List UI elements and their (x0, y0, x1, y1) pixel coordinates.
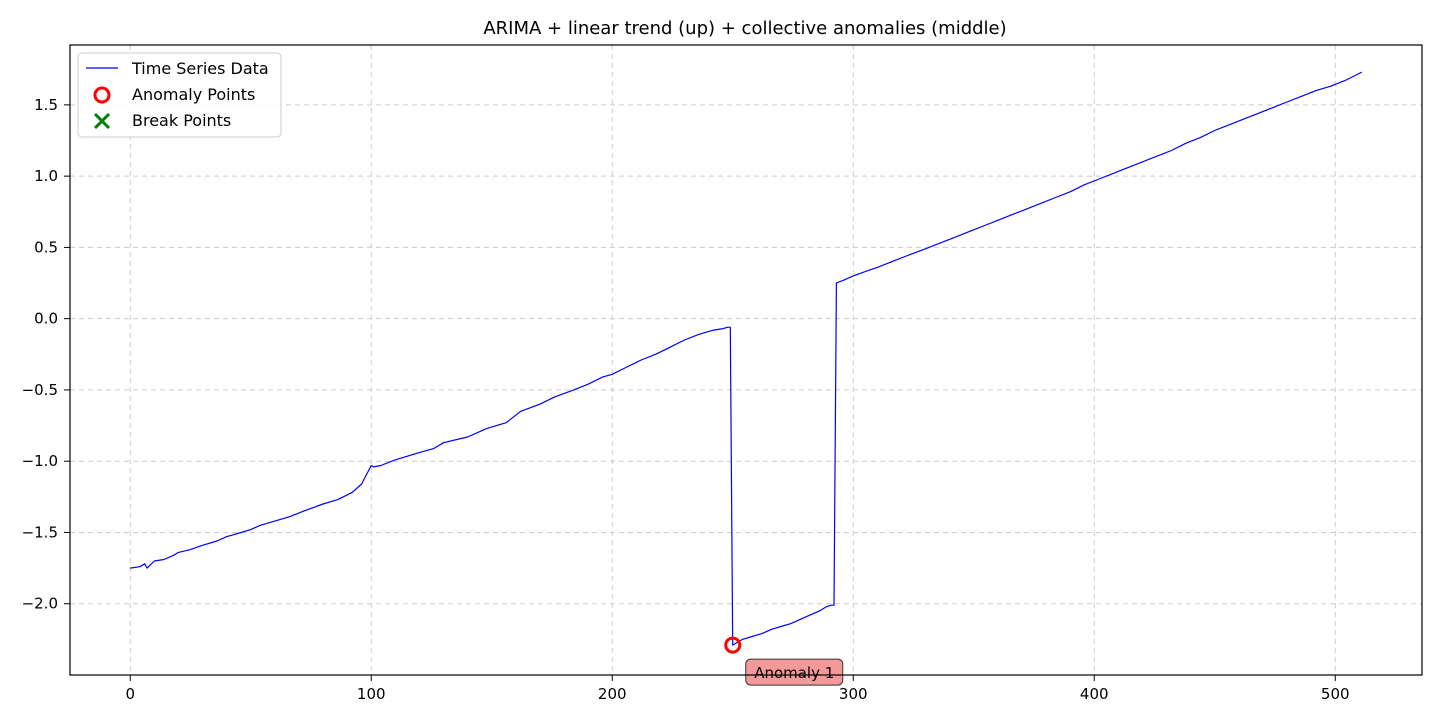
x-axis: 0 100 200 300 400 500 (125, 675, 1350, 703)
legend-label-anomaly-points: Anomaly Points (132, 85, 255, 104)
plot-frame (69, 44, 1423, 676)
legend-label-break-points: Break Points (132, 111, 231, 130)
grid-layer (70, 45, 1422, 675)
x-tick-label: 100 (357, 685, 386, 703)
y-tick-label: 0.5 (34, 238, 58, 256)
x-tick-label: 300 (839, 685, 868, 703)
x-tick-label: 500 (1321, 685, 1350, 703)
legend-circle-swatch (93, 86, 111, 104)
y-tick-label: 1.0 (34, 167, 58, 185)
legend-entry-time-series: Time Series Data (86, 59, 269, 78)
anomaly-label-box (745, 658, 844, 686)
chart-title: ARIMA + linear trend (up) + collective a… (483, 18, 1006, 39)
y-tick-label: −1.0 (22, 452, 58, 470)
y-tick-label: −2.0 (22, 595, 58, 613)
y-tick-label: 0.0 (34, 310, 58, 328)
y-tick-label: −1.5 (22, 523, 58, 541)
legend-entry-break-points: Break Points (93, 111, 231, 130)
legend: Time Series Data Anomaly Points Break Po… (77, 52, 282, 138)
legend-label-time-series: Time Series Data (131, 59, 269, 78)
legend-x-swatch (93, 112, 111, 130)
y-tick-label: −0.5 (22, 381, 58, 399)
anomaly-layer: Anomaly 1 (724, 636, 844, 686)
legend-entry-anomaly-points: Anomaly Points (93, 85, 255, 104)
anomaly-point-marker (724, 636, 742, 654)
x-tick-label: 200 (598, 685, 627, 703)
anomaly-label: Anomaly 1 (754, 664, 834, 682)
legend-box (77, 52, 282, 138)
y-tick-label: 1.5 (34, 96, 58, 114)
x-tick-label: 0 (125, 685, 135, 703)
y-axis: −2.0 −1.5 −1.0 −0.5 0.0 0.5 1.0 1.5 (22, 96, 70, 613)
x-tick-label: 400 (1080, 685, 1109, 703)
